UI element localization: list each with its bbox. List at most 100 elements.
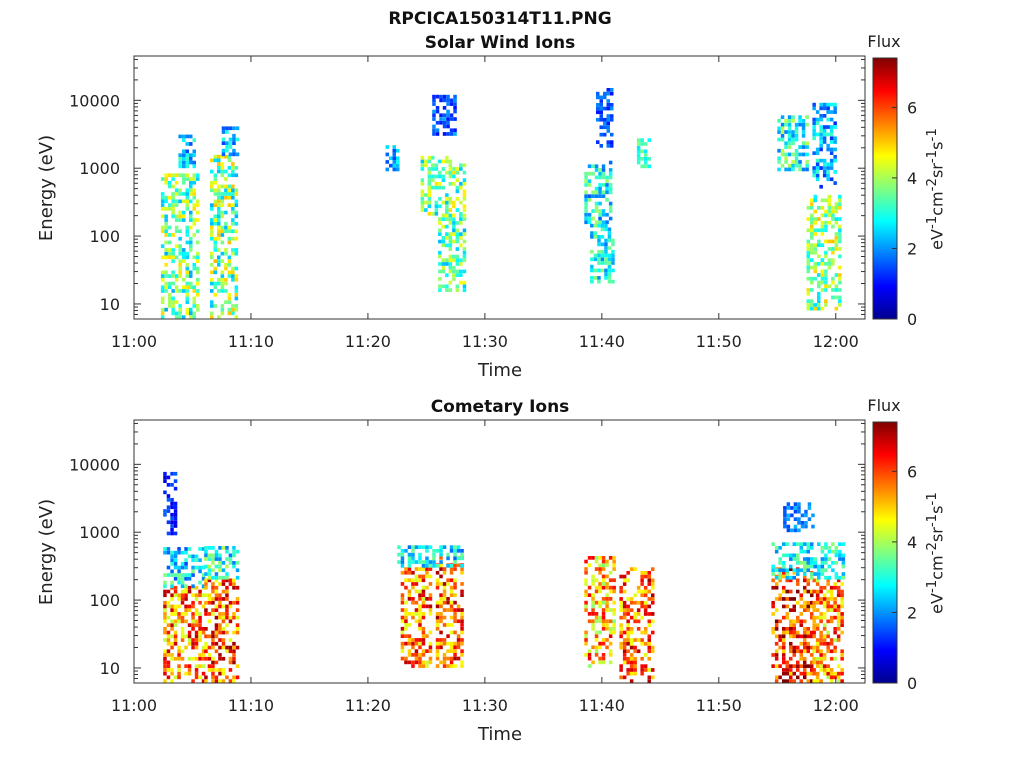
heatmap-cell [160, 203, 165, 207]
heatmap-cell [185, 307, 189, 312]
heatmap-cell [607, 276, 612, 280]
heatmap-cell [838, 276, 842, 281]
heatmap-cell [819, 656, 823, 661]
heatmap-cell [174, 188, 179, 193]
heatmap-cell [607, 264, 612, 269]
y-axis-label-solar-wind: Energy (eV) [36, 135, 57, 241]
heatmap-cell [460, 564, 464, 568]
heatmap-cell [171, 300, 175, 304]
heatmap-cell [647, 649, 651, 654]
heatmap-cell [185, 142, 189, 146]
colorbar-tick-label: 6 [907, 98, 917, 117]
heatmap-cell [598, 660, 602, 665]
heatmap-cell [448, 217, 453, 221]
heatmap-cell [459, 213, 463, 218]
heatmap-cell [460, 649, 464, 653]
heatmap-cell [813, 564, 817, 569]
heatmap-cell [185, 207, 189, 211]
heatmap-cell [640, 582, 644, 586]
heatmap-cell [232, 126, 236, 131]
heatmap-cell [420, 182, 425, 186]
y-axis-label-cometary: Energy (eV) [36, 499, 57, 605]
heatmap-cell [213, 218, 217, 222]
heatmap-cell [201, 565, 206, 570]
heatmap-cell [826, 619, 830, 624]
heatmap-cell [224, 195, 228, 200]
heatmap-cell [397, 545, 401, 549]
heatmap-cell [211, 630, 215, 635]
heatmap-cell [189, 248, 193, 252]
x-tick-label: 11:50 [696, 332, 742, 351]
heatmap-cell [587, 593, 592, 597]
heatmap-cell [799, 546, 803, 550]
heatmap-cell [598, 186, 602, 191]
heatmap-cell [834, 232, 839, 236]
heatmap-cell [210, 229, 214, 234]
heatmap-cell [418, 615, 422, 620]
heatmap-cell [189, 192, 193, 196]
heatmap-cell [404, 623, 408, 627]
heatmap-cell [783, 517, 787, 521]
heatmap-cell [640, 589, 644, 594]
heatmap-cell [439, 556, 443, 560]
heatmap-cell [601, 209, 606, 213]
heatmap-cell [598, 645, 602, 650]
heatmap-cell [619, 589, 623, 594]
heatmap-cell [421, 585, 426, 590]
heatmap-cell [836, 638, 841, 642]
heatmap-cell [439, 563, 443, 568]
heatmap-cell [452, 182, 456, 186]
heatmap-cell [441, 224, 446, 229]
heatmap-cell [446, 113, 450, 118]
heatmap-cell [428, 649, 433, 653]
heatmap-cell [167, 248, 172, 252]
heatmap-cell [453, 563, 457, 568]
heatmap-cell [445, 193, 449, 197]
heatmap-cell [789, 619, 793, 624]
heatmap-cell [831, 258, 835, 262]
x-tick-label: 12:00 [813, 332, 859, 351]
heatmap-cell [806, 258, 810, 262]
heatmap-cell [771, 578, 775, 583]
heatmap-cell [421, 649, 426, 653]
heatmap-cell [785, 568, 789, 573]
heatmap-cell [806, 254, 810, 259]
heatmap-cell [833, 585, 837, 590]
colorbar-cometary [872, 421, 898, 684]
heatmap-cell [626, 619, 630, 624]
heatmap-cell [584, 604, 588, 609]
heatmap-cell [211, 634, 215, 639]
heatmap-cell [407, 556, 412, 561]
colorbar-tick-label: 4 [907, 169, 917, 188]
heatmap-cell [826, 177, 830, 182]
heatmap-cell [815, 600, 820, 605]
heatmap-cell [829, 615, 834, 620]
heatmap-cell [220, 259, 225, 263]
heatmap-cell [838, 553, 842, 558]
heatmap-cell [178, 199, 182, 204]
heatmap-cell [598, 567, 602, 571]
heatmap-cell [838, 198, 842, 203]
heatmap-cell [587, 653, 592, 657]
heatmap-cell [831, 250, 835, 255]
heatmap-cell [606, 125, 610, 130]
heatmap-cell [462, 232, 467, 236]
heatmap-cell [647, 668, 651, 672]
heatmap-cell [803, 549, 807, 554]
heatmap-cell [182, 315, 186, 319]
heatmap-cell [833, 106, 837, 111]
heatmap-cell [824, 303, 828, 307]
heatmap-cell [822, 114, 827, 118]
heatmap-cell [834, 243, 839, 247]
heatmap-cell [812, 656, 816, 661]
heatmap-cell [453, 608, 457, 612]
heatmap-cell [647, 157, 651, 161]
x-tick-label: 11:10 [228, 332, 274, 351]
heatmap-cell [182, 248, 186, 252]
heatmap-cell [455, 288, 460, 292]
heatmap-cell [787, 122, 792, 127]
heatmap-cell [163, 671, 167, 676]
heatmap-cell [439, 645, 443, 650]
heatmap-cell [173, 512, 178, 517]
heatmap-cell [456, 656, 461, 661]
